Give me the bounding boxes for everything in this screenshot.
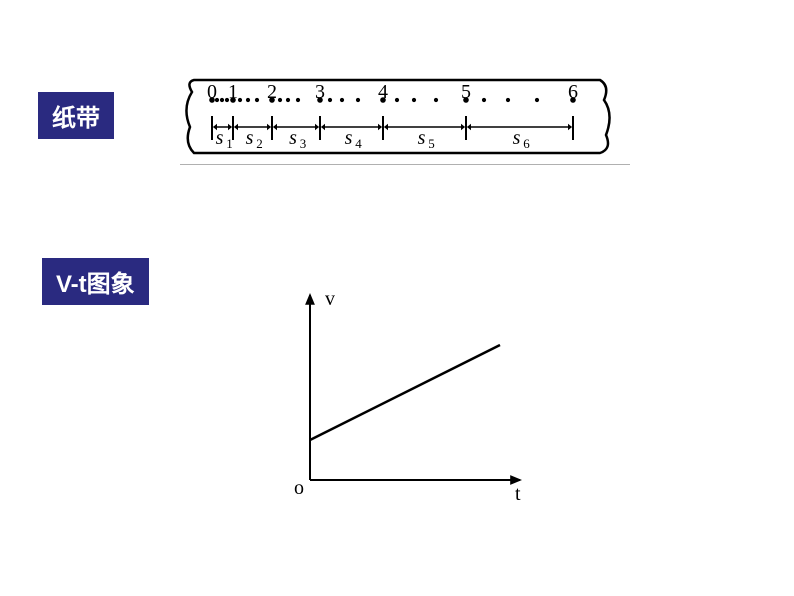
svg-text:5: 5 [428, 136, 435, 151]
svg-text:5: 5 [461, 81, 471, 103]
svg-text:s: s [418, 127, 426, 149]
svg-text:3: 3 [300, 136, 307, 151]
svg-text:s: s [246, 127, 254, 149]
svg-text:s: s [216, 127, 224, 149]
svg-text:s: s [289, 127, 297, 149]
svg-text:6: 6 [568, 81, 578, 103]
svg-text:t: t [515, 483, 521, 505]
svg-text:s: s [345, 127, 353, 149]
svg-text:4: 4 [355, 136, 362, 151]
svg-text:2: 2 [256, 136, 263, 151]
vt-graph: v t o [270, 280, 570, 520]
svg-text:3: 3 [315, 81, 325, 103]
svg-text:1: 1 [228, 81, 238, 103]
svg-text:1: 1 [226, 136, 233, 151]
svg-text:o: o [294, 477, 304, 499]
paper-tape-diagram: 0123456s1s2s3s4s5s6 [180, 70, 620, 165]
svg-text:s: s [513, 127, 521, 149]
svg-text:6: 6 [523, 136, 530, 151]
svg-text:2: 2 [267, 81, 277, 103]
tape-label: 纸带 [38, 92, 114, 139]
vt-graph-label: V-t图象 [42, 258, 149, 305]
svg-text:4: 4 [378, 81, 388, 103]
svg-text:v: v [325, 288, 335, 310]
